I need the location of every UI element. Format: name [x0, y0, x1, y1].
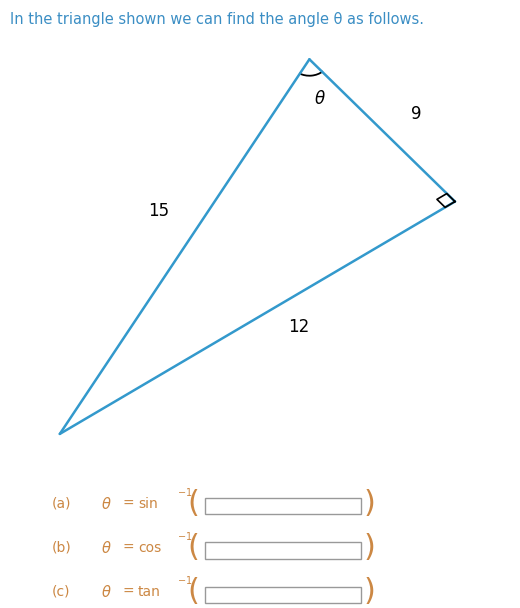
Text: θ: θ [315, 90, 324, 108]
Bar [205, 499, 361, 514]
Text: (a): (a) [52, 497, 72, 511]
Text: cos: cos [138, 541, 161, 555]
Text: =: = [122, 497, 134, 511]
Text: ): ) [364, 489, 376, 518]
Text: sin: sin [138, 497, 158, 511]
Text: (: ( [187, 489, 199, 518]
Text: $\theta$: $\theta$ [101, 584, 112, 600]
Text: ): ) [364, 533, 376, 562]
Text: 15: 15 [148, 202, 169, 220]
Text: (c): (c) [52, 585, 71, 599]
Text: $-1$: $-1$ [177, 530, 193, 542]
Text: In the triangle shown we can find the angle θ as follows.: In the triangle shown we can find the an… [10, 12, 424, 27]
Text: tan: tan [138, 585, 161, 599]
Text: ): ) [364, 578, 376, 606]
Text: (: ( [187, 533, 199, 562]
Text: =: = [122, 585, 134, 599]
Text: $-1$: $-1$ [177, 486, 193, 497]
Text: $-1$: $-1$ [177, 574, 193, 586]
Text: $\theta$: $\theta$ [101, 540, 112, 556]
Text: 9: 9 [411, 105, 421, 123]
Text: =: = [122, 541, 134, 555]
Text: (: ( [187, 578, 199, 606]
Text: $\theta$: $\theta$ [101, 496, 112, 512]
Bar [205, 587, 361, 603]
Text: (b): (b) [52, 541, 72, 555]
Text: 12: 12 [289, 318, 309, 336]
Bar [205, 542, 361, 559]
